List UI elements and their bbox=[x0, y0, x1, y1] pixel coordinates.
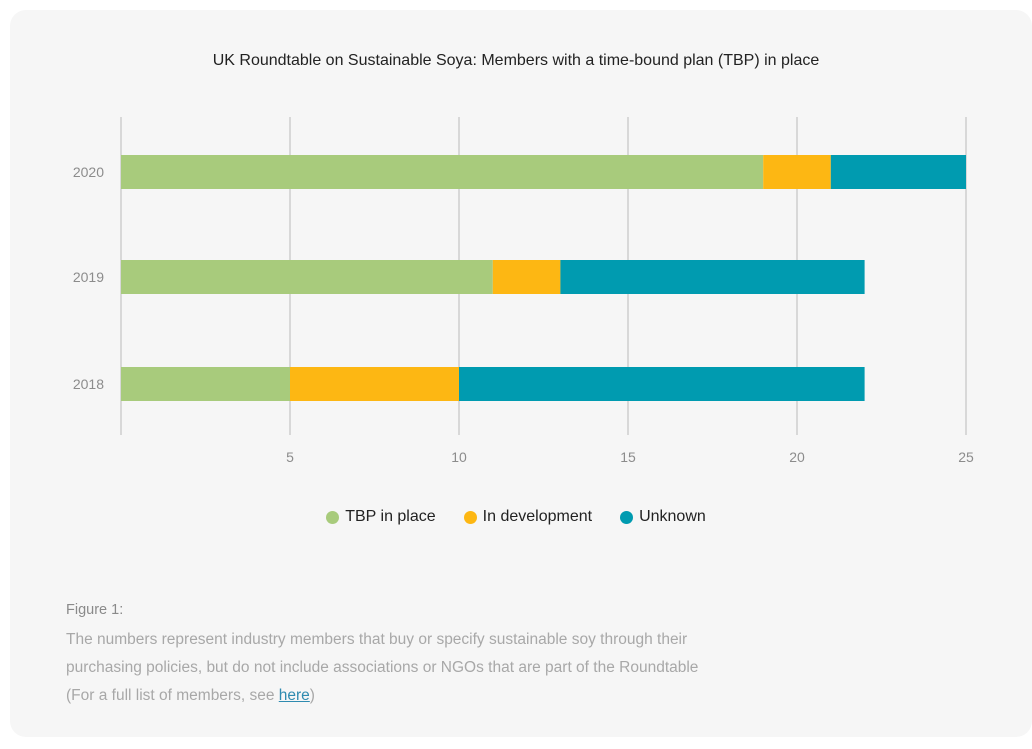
bar-segment bbox=[121, 155, 764, 189]
legend: TBP in place In development Unknown bbox=[0, 508, 1032, 526]
legend-marker bbox=[463, 510, 477, 524]
legend-label: Unknown bbox=[639, 508, 706, 525]
figure-caption: Figure 1: The numbers represent industry… bbox=[66, 596, 926, 710]
bar-chart: 2020 2019 2018 5 10 15 20 25 bbox=[73, 117, 974, 465]
bar-segment bbox=[290, 367, 459, 401]
legend-item: In development bbox=[463, 508, 593, 526]
x-tick-label: 10 bbox=[451, 449, 467, 465]
caption-line: (For a full list of members, see here) bbox=[66, 682, 926, 710]
category-label: 2020 bbox=[73, 164, 104, 180]
caption-line: purchasing policies, but do not include … bbox=[66, 659, 699, 676]
bar-segment bbox=[121, 260, 493, 294]
caption-line: The numbers represent industry members t… bbox=[66, 631, 688, 648]
x-tick-label: 15 bbox=[620, 449, 636, 465]
members-list-link[interactable]: here bbox=[278, 687, 310, 704]
x-tick-label: 5 bbox=[286, 449, 294, 465]
bar-segment bbox=[459, 367, 865, 401]
x-tick-label: 20 bbox=[789, 449, 805, 465]
bar-segment bbox=[830, 155, 966, 189]
x-tick-label: 25 bbox=[958, 449, 974, 465]
legend-label: TBP in place bbox=[345, 508, 436, 525]
legend-marker bbox=[620, 510, 634, 524]
legend-label: In development bbox=[482, 508, 593, 525]
caption-text: (For a full list of members, see bbox=[66, 687, 279, 704]
chart-title: UK Roundtable on Sustainable Soya: Membe… bbox=[212, 52, 820, 69]
category-labels: 2020 2019 2018 bbox=[73, 164, 104, 392]
bar-segment bbox=[560, 260, 865, 294]
category-label: 2019 bbox=[73, 269, 104, 285]
bar-segment bbox=[492, 260, 561, 294]
caption-label: Figure 1: bbox=[66, 602, 124, 618]
legend-marker bbox=[326, 510, 340, 524]
bar-segments bbox=[121, 155, 966, 401]
legend-item: TBP in place bbox=[326, 508, 436, 526]
bar-segment bbox=[763, 155, 831, 189]
caption-text: ) bbox=[309, 687, 315, 704]
legend-item: Unknown bbox=[620, 508, 706, 526]
x-tick-labels: 5 10 15 20 25 bbox=[286, 449, 974, 465]
bar-segment bbox=[121, 367, 290, 401]
category-label: 2018 bbox=[73, 376, 104, 392]
